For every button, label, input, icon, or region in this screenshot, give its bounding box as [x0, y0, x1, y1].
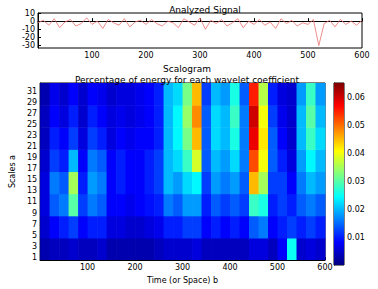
svg-text:7: 7: [32, 220, 37, 229]
svg-text:500: 500: [270, 263, 285, 272]
svg-text:-20: -20: [22, 33, 35, 42]
svg-text:25: 25: [27, 120, 37, 129]
svg-text:300: 300: [192, 51, 207, 60]
svg-text:3: 3: [32, 242, 37, 251]
svg-text:600: 600: [354, 51, 369, 60]
svg-text:5: 5: [32, 231, 37, 240]
svg-text:Scalogram: Scalogram: [163, 64, 211, 74]
svg-text:600: 600: [317, 263, 332, 272]
svg-text:100: 100: [80, 263, 95, 272]
svg-text:13: 13: [27, 186, 37, 195]
svg-text:21: 21: [27, 142, 37, 151]
svg-text:500: 500: [300, 51, 315, 60]
svg-text:10: 10: [25, 9, 35, 18]
svg-text:0: 0: [30, 17, 35, 26]
svg-text:200: 200: [127, 263, 142, 272]
svg-text:0.04: 0.04: [347, 149, 365, 158]
svg-text:0.06: 0.06: [347, 93, 365, 102]
svg-text:Analyzed Signal: Analyzed Signal: [169, 5, 241, 15]
svg-text:9: 9: [32, 209, 37, 218]
svg-text:Time (or Space) b: Time (or Space) b: [146, 276, 218, 285]
svg-text:400: 400: [222, 263, 237, 272]
svg-text:1: 1: [32, 253, 37, 262]
svg-text:-30: -30: [22, 41, 35, 50]
svg-text:300: 300: [175, 263, 190, 272]
svg-text:23: 23: [27, 131, 37, 140]
svg-text:17: 17: [27, 164, 37, 173]
svg-text:-10: -10: [22, 25, 35, 34]
svg-text:400: 400: [246, 51, 261, 60]
svg-text:29: 29: [27, 98, 37, 107]
svg-text:19: 19: [27, 153, 37, 162]
svg-text:Scales a: Scales a: [8, 155, 17, 188]
svg-text:15: 15: [27, 175, 37, 184]
svg-text:0.02: 0.02: [347, 205, 365, 214]
svg-text:0.03: 0.03: [347, 177, 365, 186]
svg-text:11: 11: [27, 197, 37, 206]
svg-text:200: 200: [138, 51, 153, 60]
svg-text:27: 27: [27, 109, 37, 118]
svg-text:0.01: 0.01: [347, 233, 365, 242]
svg-text:0.05: 0.05: [347, 121, 365, 130]
svg-text:Percentage of energy for each: Percentage of energy for each wavelet co…: [75, 75, 300, 85]
svg-text:100: 100: [84, 51, 99, 60]
svg-text:31: 31: [27, 87, 37, 96]
